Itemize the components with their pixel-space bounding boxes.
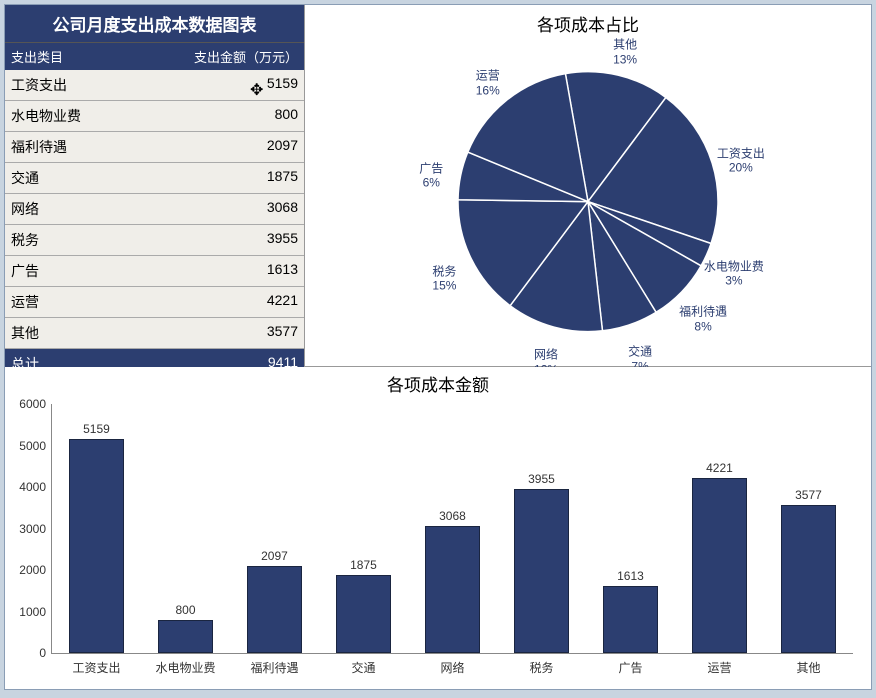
x-category-label: 运营: [707, 659, 731, 676]
table-row: 工资支出5159: [5, 70, 304, 101]
bar: 3068: [425, 526, 480, 653]
cell-value: 3068: [218, 199, 298, 219]
y-tick: 4000: [12, 480, 46, 494]
cell-category: 水电物业费: [11, 106, 218, 126]
x-category-label: 交通: [351, 659, 375, 676]
bar-value-label: 3068: [439, 509, 466, 523]
pie-chart: 其他13%工资支出20%水电物业费3%福利待遇8%交通7%网络12%税务15%广…: [305, 42, 871, 362]
cell-value: 1613: [218, 261, 298, 281]
y-tick: 1000: [12, 605, 46, 619]
bar-value-label: 3955: [528, 472, 555, 486]
bar: 4221: [692, 478, 747, 653]
cell-value: 4221: [218, 292, 298, 312]
col-category: 支出类目: [11, 47, 194, 66]
cell-value: 2097: [218, 137, 298, 157]
bar-chart: 01000200030004000500060005159工资支出800水电物业…: [51, 404, 853, 654]
x-category-label: 其他: [796, 659, 820, 676]
x-category-label: 福利待遇: [250, 659, 298, 676]
pie-label: 其他13%: [613, 38, 637, 67]
x-category-label: 税务: [529, 659, 553, 676]
bar-value-label: 1875: [350, 558, 377, 572]
top-row: 公司月度支出成本数据图表 支出类目 支出金额（万元） 工资支出5159水电物业费…: [5, 5, 871, 367]
pie-label: 水电物业费3%: [704, 259, 764, 288]
cell-category: 网络: [11, 199, 218, 219]
pie-label: 广告6%: [419, 161, 443, 190]
table-panel: 公司月度支出成本数据图表 支出类目 支出金额（万元） 工资支出5159水电物业费…: [5, 5, 305, 366]
x-category-label: 广告: [618, 659, 642, 676]
pie-label: 工资支出20%: [717, 146, 765, 175]
bar: 5159: [69, 439, 124, 653]
y-tick: 5000: [12, 439, 46, 453]
cell-value: 800: [218, 106, 298, 126]
bar: 1613: [603, 586, 658, 653]
cell-category: 运营: [11, 292, 218, 312]
pie-label: 运营16%: [476, 69, 500, 98]
cell-category: 其他: [11, 323, 218, 343]
col-amount: 支出金额（万元）: [194, 47, 298, 66]
bar: 1875: [336, 575, 391, 653]
bar-value-label: 3577: [795, 488, 822, 502]
cell-category: 广告: [11, 261, 218, 281]
bar-value-label: 2097: [261, 549, 288, 563]
table-row: 税务3955: [5, 225, 304, 256]
y-tick: 3000: [12, 522, 46, 536]
bar-value-label: 4221: [706, 461, 733, 475]
table-title: 公司月度支出成本数据图表: [5, 5, 304, 43]
cell-value: 5159: [218, 75, 298, 95]
cell-category: 福利待遇: [11, 137, 218, 157]
table-header: 支出类目 支出金额（万元）: [5, 43, 304, 70]
pie-panel: 各项成本占比 其他13%工资支出20%水电物业费3%福利待遇8%交通7%网络12…: [305, 5, 871, 366]
table-row: 福利待遇2097: [5, 132, 304, 163]
bar-panel: 各项成本金额 01000200030004000500060005159工资支出…: [5, 367, 871, 687]
bar-title: 各项成本金额: [5, 367, 871, 400]
pie-label: 福利待遇8%: [679, 305, 727, 334]
table-row: 水电物业费800: [5, 101, 304, 132]
x-category-label: 网络: [440, 659, 464, 676]
table-row: 其他3577: [5, 318, 304, 349]
table-row: 广告1613: [5, 256, 304, 287]
bar-value-label: 5159: [83, 422, 110, 436]
bar: 3577: [781, 505, 836, 653]
cell-category: 交通: [11, 168, 218, 188]
y-tick: 0: [12, 646, 46, 660]
dashboard: 公司月度支出成本数据图表 支出类目 支出金额（万元） 工资支出5159水电物业费…: [4, 4, 872, 690]
cell-category: 税务: [11, 230, 218, 250]
bar-value-label: 1613: [617, 569, 644, 583]
table-row: 交通1875: [5, 163, 304, 194]
y-tick: 6000: [12, 397, 46, 411]
y-tick: 2000: [12, 563, 46, 577]
table-body: 工资支出5159水电物业费800福利待遇2097交通1875网络3068税务39…: [5, 70, 304, 349]
bar: 2097: [247, 566, 302, 653]
cell-value: 3955: [218, 230, 298, 250]
table-row: 运营4221: [5, 287, 304, 318]
bar-value-label: 800: [175, 603, 195, 617]
x-category-label: 工资支出: [72, 659, 120, 676]
pie-label: 税务15%: [432, 264, 456, 293]
cell-value: 3577: [218, 323, 298, 343]
cell-value: 1875: [218, 168, 298, 188]
bar: 800: [158, 620, 213, 653]
table-row: 网络3068: [5, 194, 304, 225]
cell-category: 工资支出: [11, 75, 218, 95]
x-category-label: 水电物业费: [155, 659, 215, 676]
pie-svg: [305, 36, 871, 356]
bar: 3955: [514, 489, 569, 653]
